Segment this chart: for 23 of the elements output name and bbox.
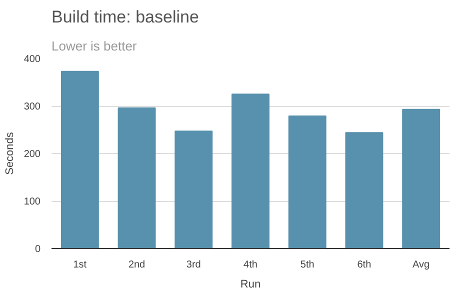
y-tick-label: 200	[24, 149, 41, 160]
bar	[288, 115, 326, 248]
bar	[174, 130, 213, 248]
x-tick-label: 6th	[357, 260, 372, 270]
chart-title: Build time: baseline	[52, 8, 199, 26]
x-tick-label: 3rd	[186, 260, 201, 270]
bar	[402, 108, 440, 248]
x-tick-label: 4th	[244, 260, 258, 270]
bar	[345, 132, 384, 248]
y-tick-label: 100	[24, 196, 41, 208]
x-tick-label: 2nd	[128, 260, 146, 270]
bar	[232, 94, 270, 248]
y-tick-label: 300	[24, 102, 41, 112]
bar	[60, 70, 99, 248]
x-tick-label: 1st	[73, 260, 87, 270]
y-tick-label: 0	[34, 244, 41, 255]
y-axis-title: Seconds	[4, 132, 16, 175]
x-tick-label: 5th	[300, 260, 314, 270]
x-axis-title: Run	[240, 278, 261, 290]
chart-subtitle: Lower is better	[52, 38, 138, 54]
y-tick-label: 400	[24, 54, 41, 65]
bar	[118, 107, 156, 248]
x-tick-label: Avg	[412, 260, 430, 270]
